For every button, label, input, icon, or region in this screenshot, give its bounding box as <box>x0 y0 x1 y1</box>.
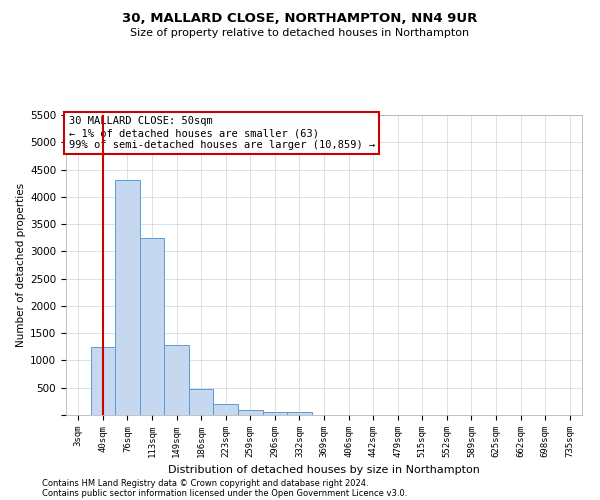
Text: Contains HM Land Registry data © Crown copyright and database right 2024.: Contains HM Land Registry data © Crown c… <box>42 478 368 488</box>
Bar <box>140 238 164 415</box>
Bar <box>115 180 140 415</box>
Text: 30 MALLARD CLOSE: 50sqm
← 1% of detached houses are smaller (63)
99% of semi-det: 30 MALLARD CLOSE: 50sqm ← 1% of detached… <box>68 116 375 150</box>
X-axis label: Distribution of detached houses by size in Northampton: Distribution of detached houses by size … <box>168 466 480 475</box>
Bar <box>91 347 115 415</box>
Bar <box>164 345 189 415</box>
Y-axis label: Number of detached properties: Number of detached properties <box>16 183 26 347</box>
Text: Size of property relative to detached houses in Northampton: Size of property relative to detached ho… <box>130 28 470 38</box>
Text: 30, MALLARD CLOSE, NORTHAMPTON, NN4 9UR: 30, MALLARD CLOSE, NORTHAMPTON, NN4 9UR <box>122 12 478 26</box>
Bar <box>189 389 214 415</box>
Bar <box>287 412 312 415</box>
Text: Contains public sector information licensed under the Open Government Licence v3: Contains public sector information licen… <box>42 488 407 498</box>
Bar <box>263 412 287 415</box>
Bar <box>238 410 263 415</box>
Bar <box>214 404 238 415</box>
